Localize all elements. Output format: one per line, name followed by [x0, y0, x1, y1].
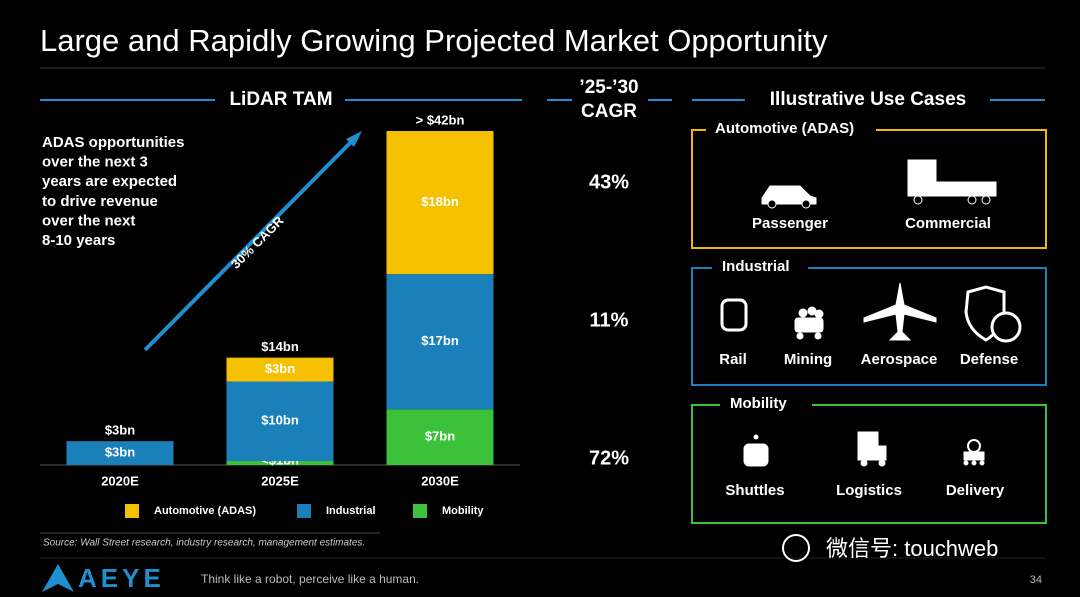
- use-cases-header: Illustrative Use Cases: [770, 89, 966, 110]
- use-case: Aerospace: [861, 351, 938, 368]
- use-case: Defense: [960, 351, 1018, 368]
- use-case: Delivery: [946, 482, 1005, 499]
- annotation: to drive revenue: [42, 193, 158, 210]
- arrow-head: [346, 131, 362, 147]
- bar-segment: [386, 409, 494, 465]
- cagr-header: ’25-’30: [579, 77, 638, 98]
- cagr-value: 11%: [590, 309, 629, 331]
- use-case: Passenger: [752, 215, 828, 232]
- annotation: over the next: [42, 212, 135, 229]
- value-label: $3bn: [105, 445, 135, 460]
- group-box: [691, 404, 1047, 524]
- annotation: 8-10 years: [42, 232, 115, 249]
- total-label: $14bn: [261, 339, 299, 354]
- bar-segment: [226, 357, 334, 382]
- value-label: $3bn: [265, 361, 295, 376]
- bar-segment: [386, 131, 494, 275]
- value-label: $7bn: [425, 429, 455, 444]
- logo: AEYE: [78, 563, 165, 593]
- source: Source: Wall Street research, industry r…: [43, 538, 365, 549]
- arrow: [143, 139, 354, 352]
- bar-segment: [226, 381, 334, 462]
- use-case: Shuttles: [725, 482, 784, 499]
- annotation: ADAS opportunities: [42, 134, 185, 151]
- cagr-value: 72%: [589, 447, 629, 469]
- bar-segment: [66, 441, 174, 465]
- value-label: $17bn: [421, 333, 459, 348]
- label-bg: [720, 393, 812, 417]
- label-bg: [706, 118, 876, 142]
- watermark-icon: [782, 534, 810, 562]
- logo-mark: [42, 564, 74, 592]
- legend-label: Automotive (ADAS): [154, 505, 256, 517]
- legend-swatch: [125, 504, 139, 518]
- x-tick-label: 2020E: [101, 473, 139, 488]
- legend-swatch: [297, 504, 311, 518]
- chart-title: LiDAR TAM: [229, 89, 332, 110]
- annotation: over the next 3: [42, 154, 148, 171]
- use-case: Commercial: [905, 215, 991, 232]
- use-case: Logistics: [836, 482, 902, 499]
- watermark: 微信号: touchweb: [826, 536, 998, 561]
- value-label: $10bn: [261, 413, 299, 428]
- value-label: $18bn: [421, 194, 459, 209]
- legend-label: Mobility: [442, 505, 484, 517]
- tagline: Think like a robot, perceive like a huma…: [201, 572, 419, 586]
- page-number: 34: [1030, 574, 1042, 586]
- group-box: [691, 267, 1047, 386]
- cagr-value: 43%: [589, 171, 629, 193]
- bar-segment: [386, 274, 494, 410]
- use-case: Rail: [719, 351, 747, 368]
- total-label: > $42bn: [416, 112, 465, 127]
- total-label: $3bn: [105, 423, 135, 438]
- bar-segment: [226, 461, 334, 465]
- x-tick-label: 2025E: [261, 473, 299, 488]
- group-name: Mobility: [730, 395, 787, 412]
- icons: [720, 159, 1022, 467]
- legend-swatch: [413, 504, 427, 518]
- label-bg: [712, 256, 808, 280]
- slide-title: Large and Rapidly Growing Projected Mark…: [40, 23, 828, 58]
- x-tick-label: 2030E: [421, 473, 459, 488]
- group-name: Automotive (ADAS): [715, 120, 854, 137]
- use-case: Mining: [784, 351, 832, 368]
- cagr-header: CAGR: [581, 101, 637, 122]
- legend-label: Industrial: [326, 505, 376, 517]
- group-name: Industrial: [722, 258, 790, 275]
- annotation: years are expected: [42, 173, 177, 190]
